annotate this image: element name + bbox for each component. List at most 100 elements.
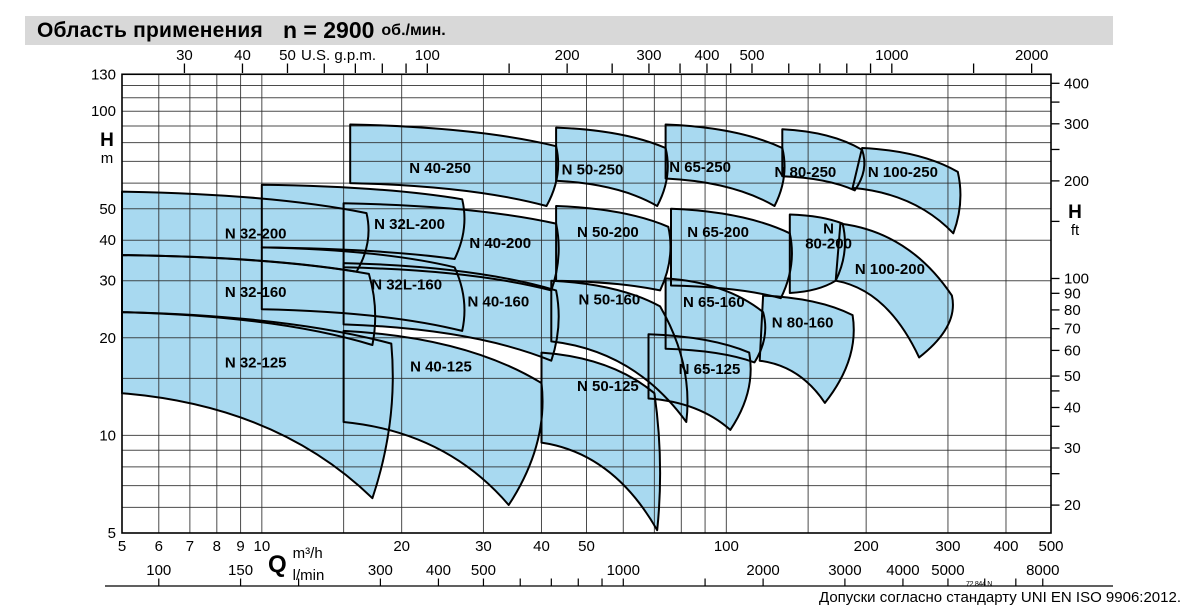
q-lmin-tick-label: 400 bbox=[426, 562, 451, 579]
page-title: Область применения bbox=[37, 18, 263, 42]
y-axis-symbol-right: H bbox=[1068, 202, 1082, 223]
region-label: N 80-160 bbox=[772, 314, 834, 331]
tolerance-note: Допуски согласно стандарту UNI EN ISO 99… bbox=[819, 589, 1181, 606]
ft-tick-label: 50 bbox=[1064, 368, 1081, 385]
region-outline bbox=[555, 126, 669, 207]
q-m3h-tick-label: 30 bbox=[475, 538, 492, 555]
ft-tick-label: 80 bbox=[1064, 302, 1081, 319]
x-axis-unit-gpm: U.S. g.p.m. bbox=[301, 47, 377, 64]
region-outline bbox=[342, 262, 560, 362]
region-fill bbox=[671, 208, 792, 299]
speed-value: n = 2900 bbox=[282, 17, 375, 43]
region-label: N 100-200 bbox=[855, 261, 925, 278]
ft-tick-label: 400 bbox=[1064, 75, 1089, 92]
h-m-tick-label: 30 bbox=[99, 273, 116, 290]
ft-tick-label: 90 bbox=[1064, 285, 1081, 302]
region-outline bbox=[121, 190, 370, 273]
region-label: N 32L-160 bbox=[371, 277, 442, 294]
region-outline bbox=[834, 222, 954, 359]
h-m-tick-label: 20 bbox=[99, 330, 116, 347]
gpm-tick-label: 200 bbox=[555, 47, 580, 64]
title-bar: Область применения n = 2900 об./мин. bbox=[25, 16, 1113, 45]
region-label: N 50-160 bbox=[579, 291, 641, 308]
q-lmin-tick-label: 500 bbox=[471, 562, 496, 579]
ft-tick-label: 100 bbox=[1064, 270, 1089, 287]
ft-tick-label: 40 bbox=[1064, 399, 1081, 416]
q-m3h-tick-label: 20 bbox=[393, 538, 410, 555]
q-lmin-tick-label: 300 bbox=[368, 562, 393, 579]
q-lmin-tick-label: 1000 bbox=[607, 562, 640, 579]
region-fill bbox=[835, 223, 953, 358]
region-fill bbox=[350, 124, 559, 206]
region-label: N 40-125 bbox=[410, 359, 472, 376]
y-axis-title-right: H ft bbox=[1060, 203, 1090, 239]
y-axis-unit-ft: ft bbox=[1070, 221, 1080, 239]
gpm-tick-label: 50 bbox=[279, 47, 296, 64]
region-fill bbox=[759, 295, 854, 403]
q-m3h-tick-label: 6 bbox=[155, 538, 163, 555]
q-lmin-tick-label: 3000 bbox=[828, 562, 861, 579]
h-m-tick-label: 10 bbox=[99, 427, 116, 444]
q-m3h-tick-label: 500 bbox=[1038, 538, 1063, 555]
ft-tick-label: 60 bbox=[1064, 342, 1081, 359]
region-label: N 100-250 bbox=[868, 164, 938, 181]
region-outline bbox=[758, 294, 855, 404]
region-label: N 65-250 bbox=[669, 159, 731, 176]
gpm-tick-label: 1000 bbox=[875, 47, 908, 64]
region-label: N 32-160 bbox=[225, 284, 287, 301]
q-m3h-tick-label: 300 bbox=[935, 538, 960, 555]
region-outline bbox=[781, 128, 866, 192]
region-label: N 40-250 bbox=[409, 160, 471, 177]
region-label: N 65-200 bbox=[687, 224, 749, 241]
region-label: N 65-160 bbox=[683, 294, 745, 311]
region-outline bbox=[342, 202, 560, 292]
h-m-tick-label: 50 bbox=[99, 201, 116, 218]
gpm-tick-label: 100 bbox=[415, 47, 440, 64]
region-outline bbox=[670, 207, 793, 300]
region-fill bbox=[789, 214, 845, 293]
q-m3h-tick-label: 7 bbox=[186, 538, 194, 555]
q-lmin-tick-label: 5000 bbox=[931, 562, 964, 579]
q-m3h-tick-label: 5 bbox=[118, 538, 126, 555]
region-outline bbox=[342, 329, 544, 506]
q-lmin-tick-label: 150 bbox=[228, 562, 253, 579]
q-m3h-tick-label: 100 bbox=[714, 538, 739, 555]
h-m-tick-label: 100 bbox=[91, 103, 116, 120]
region-labels-layer: N 32-125 N 40-125 N 50-125 N 65-125 N 32-160… bbox=[225, 159, 938, 395]
x-axis-title: Q m³/h l/min bbox=[268, 543, 324, 587]
region-outline bbox=[260, 183, 466, 260]
region-fill bbox=[665, 278, 766, 363]
ft-tick-label: 70 bbox=[1064, 321, 1081, 338]
gpm-tick-label: 300 bbox=[636, 47, 661, 64]
region-outline bbox=[647, 333, 752, 431]
y-axis-unit-m: m bbox=[100, 149, 114, 167]
axes-layer: 30 40 50 100 200 300 400 500 1000 2000 130 100 50 40 3… bbox=[91, 47, 1113, 587]
region-fill bbox=[343, 263, 559, 361]
region-fill bbox=[551, 280, 688, 422]
q-lmin-tick-label: 8000 bbox=[1026, 562, 1059, 579]
region-outlines-layer bbox=[121, 123, 962, 532]
region-outline bbox=[664, 123, 786, 207]
region-fill bbox=[556, 206, 671, 291]
gpm-tick-label: 40 bbox=[234, 47, 251, 64]
q-m3h-tick-label: 10 bbox=[253, 538, 270, 555]
plot-frame bbox=[121, 73, 1052, 534]
x-axis-symbol: Q bbox=[268, 551, 287, 579]
h-m-tick-label: 5 bbox=[108, 525, 116, 542]
region-fill bbox=[852, 148, 961, 234]
region-label: N 65-125 bbox=[679, 361, 741, 378]
q-m3h-tick-label: 200 bbox=[854, 538, 879, 555]
ft-tick-label: 300 bbox=[1064, 116, 1089, 133]
region-outline bbox=[555, 205, 672, 292]
region-outline bbox=[851, 147, 962, 235]
region-outline bbox=[550, 279, 689, 423]
region-label: N 40-160 bbox=[467, 293, 529, 310]
gpm-tick-label: 500 bbox=[739, 47, 764, 64]
region-label: N 32L-200 bbox=[374, 216, 445, 233]
region-fill bbox=[782, 129, 865, 191]
q-m3h-tick-label: 400 bbox=[993, 538, 1018, 555]
q-lmin-tick-label: 100 bbox=[146, 562, 171, 579]
x-axis-unit-lmin: l/min bbox=[292, 567, 325, 584]
